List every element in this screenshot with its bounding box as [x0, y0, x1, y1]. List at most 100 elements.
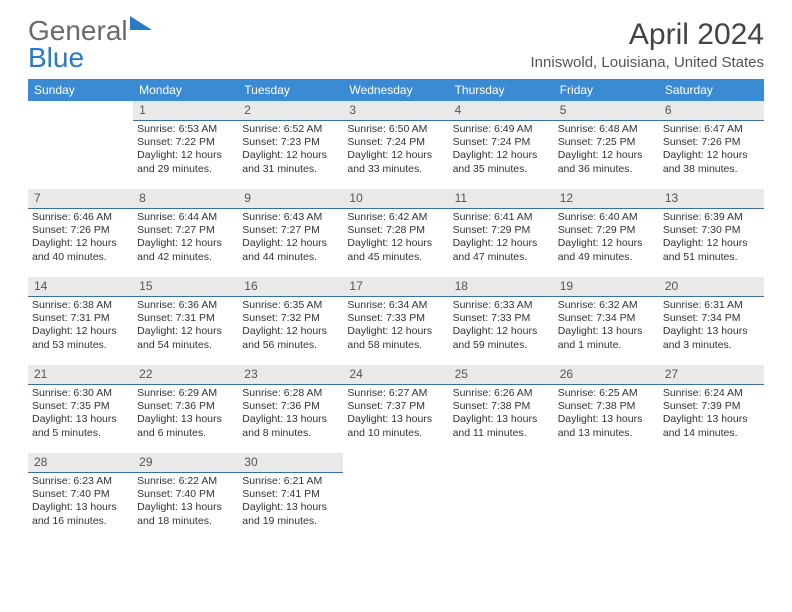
event-line: Daylight: 12 hours and 29 minutes.: [137, 149, 234, 175]
event-line: Daylight: 13 hours and 10 minutes.: [347, 413, 444, 439]
event-line: Sunset: 7:22 PM: [137, 136, 234, 149]
event-line: Sunrise: 6:32 AM: [558, 299, 655, 312]
day-events: Sunrise: 6:32 AMSunset: 7:34 PMDaylight:…: [554, 299, 659, 354]
day-events: Sunrise: 6:35 AMSunset: 7:32 PMDaylight:…: [238, 299, 343, 354]
day-cell: 21Sunrise: 6:30 AMSunset: 7:35 PMDayligh…: [28, 365, 133, 453]
day-number: 4: [449, 101, 554, 121]
event-line: Daylight: 12 hours and 58 minutes.: [347, 325, 444, 351]
event-line: Sunrise: 6:21 AM: [242, 475, 339, 488]
event-line: Sunrise: 6:38 AM: [32, 299, 129, 312]
day-events: Sunrise: 6:31 AMSunset: 7:34 PMDaylight:…: [659, 299, 764, 354]
week-row: 28Sunrise: 6:23 AMSunset: 7:40 PMDayligh…: [28, 453, 764, 541]
event-line: Sunrise: 6:36 AM: [137, 299, 234, 312]
day-number: 17: [343, 277, 448, 297]
day-events: Sunrise: 6:23 AMSunset: 7:40 PMDaylight:…: [28, 475, 133, 530]
day-cell: 12Sunrise: 6:40 AMSunset: 7:29 PMDayligh…: [554, 189, 659, 277]
day-number: 20: [659, 277, 764, 297]
event-line: Daylight: 12 hours and 51 minutes.: [663, 237, 760, 263]
event-line: Sunrise: 6:24 AM: [663, 387, 760, 400]
day-events: Sunrise: 6:53 AMSunset: 7:22 PMDaylight:…: [133, 123, 238, 178]
event-line: Sunset: 7:26 PM: [32, 224, 129, 237]
day-events: Sunrise: 6:29 AMSunset: 7:36 PMDaylight:…: [133, 387, 238, 442]
day-cell: 8Sunrise: 6:44 AMSunset: 7:27 PMDaylight…: [133, 189, 238, 277]
event-line: Daylight: 13 hours and 14 minutes.: [663, 413, 760, 439]
day-cell: 16Sunrise: 6:35 AMSunset: 7:32 PMDayligh…: [238, 277, 343, 365]
day-cell: 23Sunrise: 6:28 AMSunset: 7:36 PMDayligh…: [238, 365, 343, 453]
event-line: Sunset: 7:34 PM: [558, 312, 655, 325]
day-number: 11: [449, 189, 554, 209]
day-number: 5: [554, 101, 659, 121]
day-events: Sunrise: 6:34 AMSunset: 7:33 PMDaylight:…: [343, 299, 448, 354]
event-line: Sunset: 7:34 PM: [663, 312, 760, 325]
event-line: Sunset: 7:37 PM: [347, 400, 444, 413]
day-events: Sunrise: 6:27 AMSunset: 7:37 PMDaylight:…: [343, 387, 448, 442]
event-line: Sunset: 7:39 PM: [663, 400, 760, 413]
day-cell: [659, 453, 764, 541]
day-number: 2: [238, 101, 343, 121]
day-number: 30: [238, 453, 343, 473]
week-row: 14Sunrise: 6:38 AMSunset: 7:31 PMDayligh…: [28, 277, 764, 365]
event-line: Daylight: 13 hours and 11 minutes.: [453, 413, 550, 439]
event-line: Daylight: 12 hours and 31 minutes.: [242, 149, 339, 175]
event-line: Daylight: 12 hours and 53 minutes.: [32, 325, 129, 351]
event-line: Sunset: 7:36 PM: [137, 400, 234, 413]
day-number: 19: [554, 277, 659, 297]
week-row: 1Sunrise: 6:53 AMSunset: 7:22 PMDaylight…: [28, 101, 764, 189]
event-line: Daylight: 12 hours and 42 minutes.: [137, 237, 234, 263]
event-line: Sunrise: 6:23 AM: [32, 475, 129, 488]
logo-triangle-icon: [130, 16, 152, 30]
event-line: Daylight: 12 hours and 59 minutes.: [453, 325, 550, 351]
title-block: April 2024 Inniswold, Louisiana, United …: [531, 18, 764, 71]
event-line: Sunset: 7:41 PM: [242, 488, 339, 501]
event-line: Sunrise: 6:42 AM: [347, 211, 444, 224]
day-header: Wednesday: [343, 79, 448, 101]
day-number: 8: [133, 189, 238, 209]
event-line: Sunrise: 6:28 AM: [242, 387, 339, 400]
event-line: Sunrise: 6:46 AM: [32, 211, 129, 224]
day-number: 10: [343, 189, 448, 209]
event-line: Sunset: 7:24 PM: [347, 136, 444, 149]
day-cell: 13Sunrise: 6:39 AMSunset: 7:30 PMDayligh…: [659, 189, 764, 277]
event-line: Sunrise: 6:22 AM: [137, 475, 234, 488]
event-line: Sunset: 7:23 PM: [242, 136, 339, 149]
event-line: Sunset: 7:40 PM: [137, 488, 234, 501]
day-events: Sunrise: 6:24 AMSunset: 7:39 PMDaylight:…: [659, 387, 764, 442]
event-line: Sunset: 7:33 PM: [453, 312, 550, 325]
event-line: Daylight: 12 hours and 33 minutes.: [347, 149, 444, 175]
day-number: 15: [133, 277, 238, 297]
day-cell: 26Sunrise: 6:25 AMSunset: 7:38 PMDayligh…: [554, 365, 659, 453]
day-header: Thursday: [449, 79, 554, 101]
day-cell: 4Sunrise: 6:49 AMSunset: 7:24 PMDaylight…: [449, 101, 554, 189]
event-line: Sunset: 7:25 PM: [558, 136, 655, 149]
event-line: Daylight: 12 hours and 36 minutes.: [558, 149, 655, 175]
day-header: Saturday: [659, 79, 764, 101]
day-number: 21: [28, 365, 133, 385]
day-events: Sunrise: 6:42 AMSunset: 7:28 PMDaylight:…: [343, 211, 448, 266]
day-cell: 27Sunrise: 6:24 AMSunset: 7:39 PMDayligh…: [659, 365, 764, 453]
event-line: Sunrise: 6:26 AM: [453, 387, 550, 400]
event-line: Daylight: 12 hours and 54 minutes.: [137, 325, 234, 351]
event-line: Sunrise: 6:30 AM: [32, 387, 129, 400]
day-number: 1: [133, 101, 238, 121]
day-cell: 15Sunrise: 6:36 AMSunset: 7:31 PMDayligh…: [133, 277, 238, 365]
day-header: Monday: [133, 79, 238, 101]
event-line: Sunset: 7:28 PM: [347, 224, 444, 237]
event-line: Daylight: 12 hours and 40 minutes.: [32, 237, 129, 263]
event-line: Sunset: 7:27 PM: [137, 224, 234, 237]
event-line: Sunrise: 6:25 AM: [558, 387, 655, 400]
event-line: Daylight: 12 hours and 45 minutes.: [347, 237, 444, 263]
day-cell: 6Sunrise: 6:47 AMSunset: 7:26 PMDaylight…: [659, 101, 764, 189]
day-cell: 2Sunrise: 6:52 AMSunset: 7:23 PMDaylight…: [238, 101, 343, 189]
day-events: Sunrise: 6:41 AMSunset: 7:29 PMDaylight:…: [449, 211, 554, 266]
event-line: Daylight: 13 hours and 3 minutes.: [663, 325, 760, 351]
day-cell: [449, 453, 554, 541]
day-cell: 9Sunrise: 6:43 AMSunset: 7:27 PMDaylight…: [238, 189, 343, 277]
event-line: Sunset: 7:29 PM: [453, 224, 550, 237]
event-line: Daylight: 13 hours and 6 minutes.: [137, 413, 234, 439]
day-number: 27: [659, 365, 764, 385]
day-number: 6: [659, 101, 764, 121]
calendar-table: Sunday Monday Tuesday Wednesday Thursday…: [28, 79, 764, 541]
day-number: 12: [554, 189, 659, 209]
event-line: Sunrise: 6:40 AM: [558, 211, 655, 224]
day-number: 14: [28, 277, 133, 297]
